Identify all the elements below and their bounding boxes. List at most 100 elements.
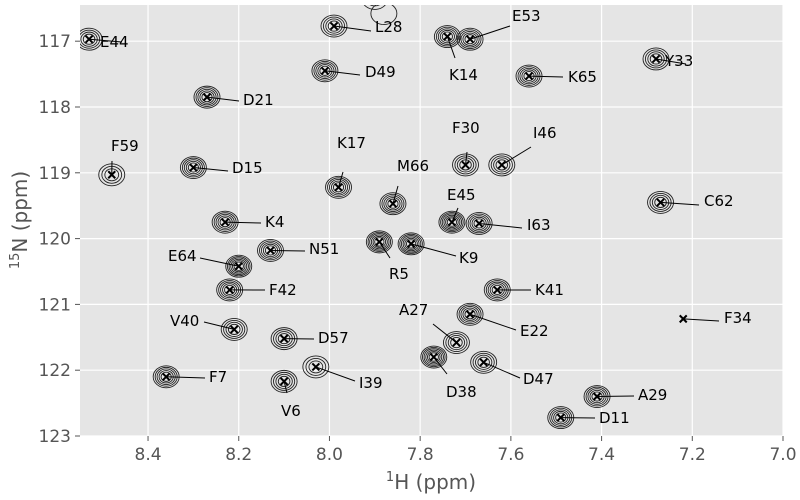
peak-label-D21: D21 [243,91,274,109]
peak-label-I63: I63 [527,216,551,234]
peak-marker-L28 [329,21,339,31]
peak-marker-I39 [311,362,321,372]
x-axis-title-sup: 1 [386,470,394,485]
contour-D15-2 [183,159,203,176]
contour-V6-3 [277,375,291,387]
leader-line-Y33 [655,58,687,65]
leader-line-R5 [378,241,391,259]
contour-E45-5 [446,217,458,227]
peak-label-D47: D47 [523,370,554,388]
contour-K14-4 [441,31,453,42]
contour-E53-1 [458,29,482,50]
contour-K9-2 [400,235,422,253]
contour-K9-3 [402,236,420,252]
contour-C62-1 [649,192,672,212]
peak-marker-K4 [220,217,230,227]
contour-L28-1 [322,16,346,36]
peak-label-K4: K4 [265,213,284,231]
peak-label-E64: E64 [168,247,197,265]
peak-marker-A29 [592,392,602,401]
contour-K17-2 [328,179,349,196]
peak-label-F59: F59 [111,137,139,155]
leader-line-L28 [333,25,372,32]
leader-line-K4 [225,221,262,224]
peak-label-D15: D15 [232,159,263,177]
contour-extra-0-0 [363,5,386,10]
contour-M66-1 [381,193,405,214]
y-tick-label: 122 [39,361,71,381]
contour-E53-2 [460,30,480,48]
leader-line-K14 [446,36,456,59]
peak-label-N51: N51 [309,240,339,258]
peak-marker-K14 [443,32,452,41]
contour-D15-3 [185,160,201,175]
contour-I39-1 [305,357,327,376]
peak-label-E53: E53 [512,7,541,25]
peak-marker-F34 [679,314,688,324]
x-tick-label: 8.0 [316,445,343,465]
peak-label-K65: K65 [568,68,597,86]
contour-A27-2 [447,335,466,351]
contour-D15-0 [179,156,207,179]
contour-A27-0 [442,331,470,355]
x-tick-label: 7.6 [497,445,524,465]
peak-label-A29: A29 [638,386,667,404]
leader-line-E53 [469,25,511,40]
contour-I63-2 [469,215,489,232]
peak-marker-F7 [161,372,171,381]
contour-V40-2 [225,321,243,337]
contour-D38-0 [420,345,448,369]
contour-D47-2 [475,354,493,370]
contour-I39-2 [308,360,324,374]
contour-K14-0 [433,25,461,49]
contour-D38-4 [427,351,441,363]
peak-label-F7: F7 [209,368,227,386]
contour-K9-0 [397,232,425,256]
contour-K14-1 [435,26,459,47]
contour-R5-1 [367,231,392,252]
leader-line-E64 [199,257,239,267]
contour-E45-0 [438,210,466,234]
contour-D47-1 [472,352,495,372]
contour-I63-3 [471,216,487,231]
contour-D38-1 [422,346,446,368]
x-tick-label: 7.0 [769,445,796,465]
peak-label-K41: K41 [535,281,564,299]
plot-area [80,5,783,436]
peak-label-K14: K14 [449,66,478,84]
contour-E44-0 [80,27,103,51]
contour-Y33-3 [649,53,663,65]
contour-D49-3 [317,64,333,78]
leader-line-V6 [283,381,288,394]
contour-I46-0 [488,153,516,177]
contour-D47-3 [477,356,490,368]
y-tick-label: 120 [39,230,71,250]
contour-D38-5 [428,352,439,362]
contour-F30-1 [454,155,477,175]
y-tick-label: 118 [39,98,71,118]
contour-F30-0 [452,153,479,177]
contour-Y33-0 [642,47,670,71]
contour-D38-3 [425,349,443,365]
contour-D38-2 [423,348,444,366]
contour-E64-4 [231,260,246,273]
contour-D21-0 [193,85,221,109]
leader-line-I39 [315,366,356,382]
contour-D21-2 [197,88,217,106]
peak-marker-N51 [266,246,275,255]
contour-I46-3 [495,159,509,171]
contour-R5-4 [372,235,387,248]
contour-R5-0 [365,230,393,254]
contour-D15-1 [181,157,205,178]
y-tick-label: 119 [39,164,71,184]
peak-label-I46: I46 [533,124,557,142]
contour-I39-0 [302,355,330,379]
contour-E53-0 [456,27,484,51]
contour-V6-2 [275,373,293,389]
contour-E44-1 [80,29,101,49]
peak-label-D49: D49 [365,63,396,81]
y-tick-label: 123 [39,427,71,447]
peak-label-V40: V40 [170,312,199,330]
peak-marker-D15 [189,163,198,172]
contour-D49-0 [311,59,339,83]
